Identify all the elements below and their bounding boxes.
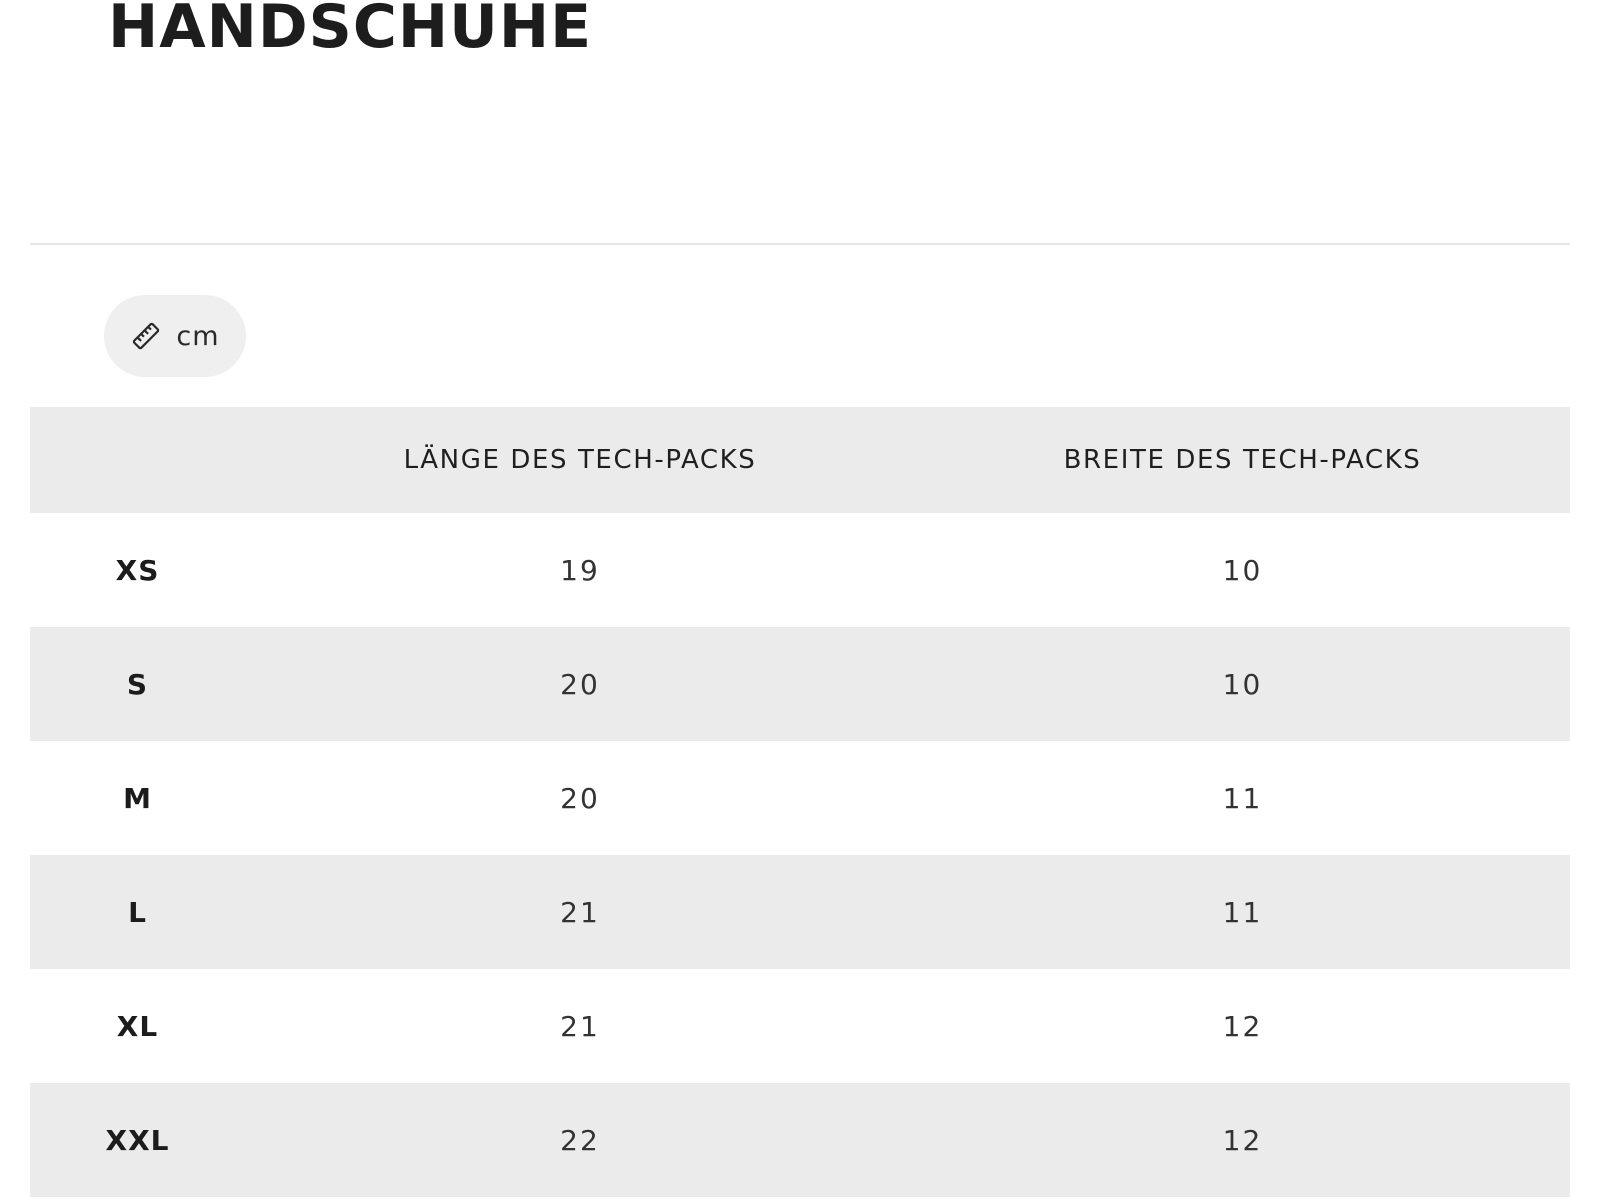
- table-row: L 21 11: [30, 855, 1570, 969]
- size-cell: XXL: [105, 1123, 170, 1157]
- size-table: LÄNGE DES TECH-PACKS BREITE DES TECH-PAC…: [30, 407, 1570, 1197]
- length-cell: 21: [560, 895, 600, 929]
- size-cell: L: [128, 895, 147, 929]
- unit-label: cm: [176, 320, 220, 352]
- unit-toggle-button[interactable]: cm: [104, 295, 246, 377]
- table-row: S 20 10: [30, 627, 1570, 741]
- length-cell: 20: [560, 781, 600, 815]
- table-row: M 20 11: [30, 741, 1570, 855]
- length-cell: 21: [560, 1009, 600, 1043]
- table-row: XL 21 12: [30, 969, 1570, 1083]
- divider: [30, 243, 1570, 245]
- length-cell: 19: [560, 553, 600, 587]
- ruler-icon: [130, 320, 162, 352]
- width-cell: 10: [1222, 667, 1263, 701]
- header-length: LÄNGE DES TECH-PACKS: [403, 445, 757, 475]
- size-cell: XS: [115, 553, 160, 587]
- table-row: XXL 22 12: [30, 1083, 1570, 1197]
- page-title: HANDSCHUHE: [108, 0, 593, 62]
- width-cell: 12: [1222, 1123, 1263, 1157]
- length-cell: 20: [560, 667, 600, 701]
- header-size: [30, 407, 245, 513]
- header-width: BREITE DES TECH-PACKS: [1063, 445, 1422, 475]
- width-cell: 10: [1222, 553, 1263, 587]
- width-cell: 11: [1222, 895, 1263, 929]
- width-cell: 12: [1222, 1009, 1263, 1043]
- width-cell: 11: [1222, 781, 1263, 815]
- table-row: XS 19 10: [30, 513, 1570, 627]
- size-cell: XL: [116, 1009, 159, 1043]
- table-header-row: LÄNGE DES TECH-PACKS BREITE DES TECH-PAC…: [30, 407, 1570, 513]
- size-cell: M: [123, 781, 152, 815]
- length-cell: 22: [560, 1123, 600, 1157]
- size-cell: S: [126, 667, 149, 701]
